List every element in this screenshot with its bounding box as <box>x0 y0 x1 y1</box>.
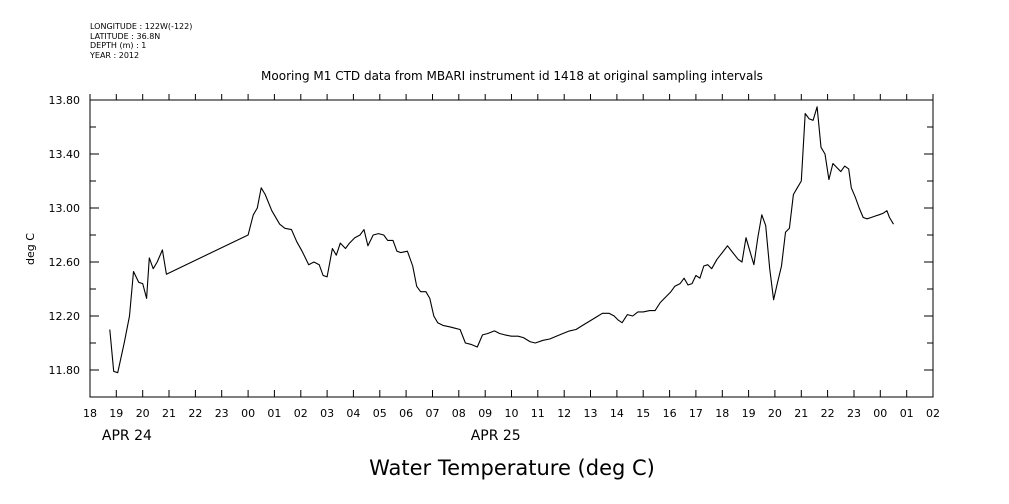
date-labels: APR 24 APR 25 <box>102 428 521 444</box>
x-tick-label: 17 <box>689 407 703 420</box>
x-tick-label: 18 <box>715 407 729 420</box>
x-tick-label: 22 <box>821 407 835 420</box>
x-tick-label: 19 <box>742 407 756 420</box>
x-tick-label: 03 <box>320 407 334 420</box>
x-tick-label: 01 <box>267 407 281 420</box>
x-tick-label: 06 <box>399 407 413 420</box>
date-label: APR 24 <box>102 428 152 444</box>
x-tick-label: 21 <box>794 407 808 420</box>
date-label: APR 25 <box>471 428 521 444</box>
x-tick-label: 00 <box>241 407 255 420</box>
x-tick-label: 16 <box>663 407 677 420</box>
x-tick-label: 23 <box>215 407 229 420</box>
x-tick-label: 05 <box>373 407 387 420</box>
y-tick-label: 12.60 <box>49 256 81 269</box>
meta-line: DEPTH (m) : 1 <box>90 41 147 50</box>
x-tick-label: 23 <box>847 407 861 420</box>
x-tick-label: 11 <box>531 407 545 420</box>
x-tick-label: 01 <box>900 407 914 420</box>
x-tick-label: 02 <box>294 407 308 420</box>
chart-title: Mooring M1 CTD data from MBARI instrumen… <box>261 69 763 83</box>
x-tick-label: 04 <box>346 407 360 420</box>
series-group <box>109 106 894 374</box>
x-tick-label: 19 <box>109 407 123 420</box>
x-tick-label: 18 <box>83 407 97 420</box>
x-tick-label: 14 <box>610 407 624 420</box>
x-tick-label: 22 <box>188 407 202 420</box>
plot-frame <box>89 99 934 398</box>
x-tick-label: 00 <box>873 407 887 420</box>
x-tick-label: 07 <box>426 407 440 420</box>
y-tick-label: 13.40 <box>49 148 81 161</box>
y-tick-label: 13.00 <box>49 202 81 215</box>
y-axis: 11.80 12.20 12.60 13.00 13.40 13.80 <box>49 94 933 398</box>
x-tick-label: 10 <box>505 407 519 420</box>
x-tick-label: 12 <box>557 407 571 420</box>
y-tick-label: 13.80 <box>49 94 81 107</box>
y-axis-label: deg C <box>24 233 37 265</box>
x-tick-label: 20 <box>136 407 150 420</box>
meta-line: LATITUDE : 36.8N <box>90 31 161 41</box>
series-line <box>109 106 894 374</box>
meta-line: YEAR : 2012 <box>90 50 140 60</box>
x-tick-label: 09 <box>478 407 492 420</box>
y-tick-label: 11.80 <box>49 364 81 377</box>
x-tick-label: 13 <box>584 407 598 420</box>
x-axis-label: Water Temperature (deg C) <box>369 456 655 480</box>
x-tick-label: 08 <box>452 407 466 420</box>
metadata-block: LONGITUDE : 122W(-122) LATITUDE : 36.8N … <box>90 22 192 60</box>
x-tick-label: 21 <box>162 407 176 420</box>
y-tick-label: 12.20 <box>49 310 81 323</box>
x-tick-label: 02 <box>926 407 940 420</box>
x-axis: 18 19 20 21 22 23 00 01 02 03 04 05 06 07 08 09 10 11 12 13… <box>83 94 940 420</box>
meta-line: LONGITUDE : 122W(-122) <box>90 22 193 31</box>
x-tick-label: 15 <box>636 407 650 420</box>
x-tick-label: 20 <box>768 407 782 420</box>
